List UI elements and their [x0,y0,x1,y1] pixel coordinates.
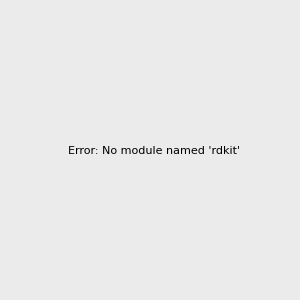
Text: Error: No module named 'rdkit': Error: No module named 'rdkit' [68,146,240,157]
